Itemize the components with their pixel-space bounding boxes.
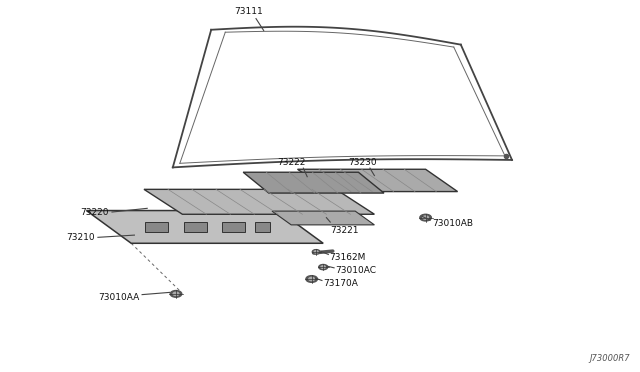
Circle shape <box>170 291 182 297</box>
Circle shape <box>314 251 318 253</box>
Polygon shape <box>144 189 374 214</box>
Circle shape <box>420 214 431 221</box>
Text: 73222: 73222 <box>278 158 306 167</box>
Polygon shape <box>298 169 458 192</box>
Text: 73010AB: 73010AB <box>433 219 474 228</box>
Circle shape <box>309 277 315 280</box>
Text: J73000R7: J73000R7 <box>590 354 630 363</box>
Text: 73230: 73230 <box>348 158 376 167</box>
Polygon shape <box>145 222 168 231</box>
Polygon shape <box>184 222 207 231</box>
Text: 73220: 73220 <box>80 208 109 217</box>
Polygon shape <box>243 172 384 193</box>
Circle shape <box>319 264 328 270</box>
Text: 73010AA: 73010AA <box>99 293 140 302</box>
Polygon shape <box>255 222 270 231</box>
Polygon shape <box>86 211 323 243</box>
Circle shape <box>321 266 326 269</box>
Polygon shape <box>222 222 245 231</box>
Text: 73170A: 73170A <box>323 279 358 288</box>
Text: 73010AC: 73010AC <box>335 266 376 275</box>
Text: 73162M: 73162M <box>330 253 366 262</box>
Polygon shape <box>272 211 374 225</box>
Circle shape <box>312 250 320 254</box>
Circle shape <box>306 276 317 282</box>
Circle shape <box>423 216 429 219</box>
Circle shape <box>173 292 179 295</box>
Text: 73221: 73221 <box>330 226 359 235</box>
Text: 73210: 73210 <box>66 233 95 242</box>
Text: 73111: 73111 <box>234 7 262 16</box>
